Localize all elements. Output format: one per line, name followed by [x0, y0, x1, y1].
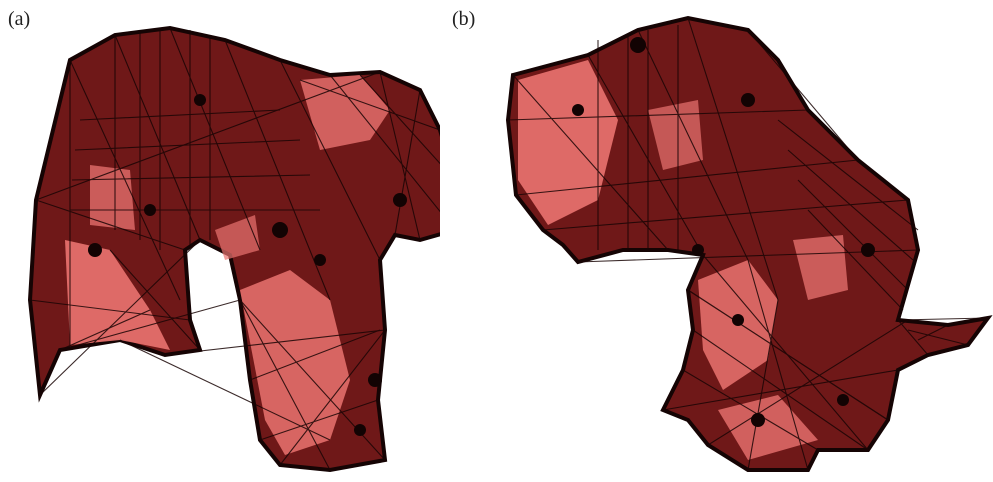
dinosaur-mesh-a [27, 25, 440, 473]
figure-panel-a: (a) [0, 0, 440, 482]
figure-panel-b: (b) [448, 0, 993, 482]
panel-label-a: (a) [8, 8, 31, 30]
dinosaur-mesh-b [505, 15, 993, 472]
panel-label-b: (b) [452, 8, 476, 30]
